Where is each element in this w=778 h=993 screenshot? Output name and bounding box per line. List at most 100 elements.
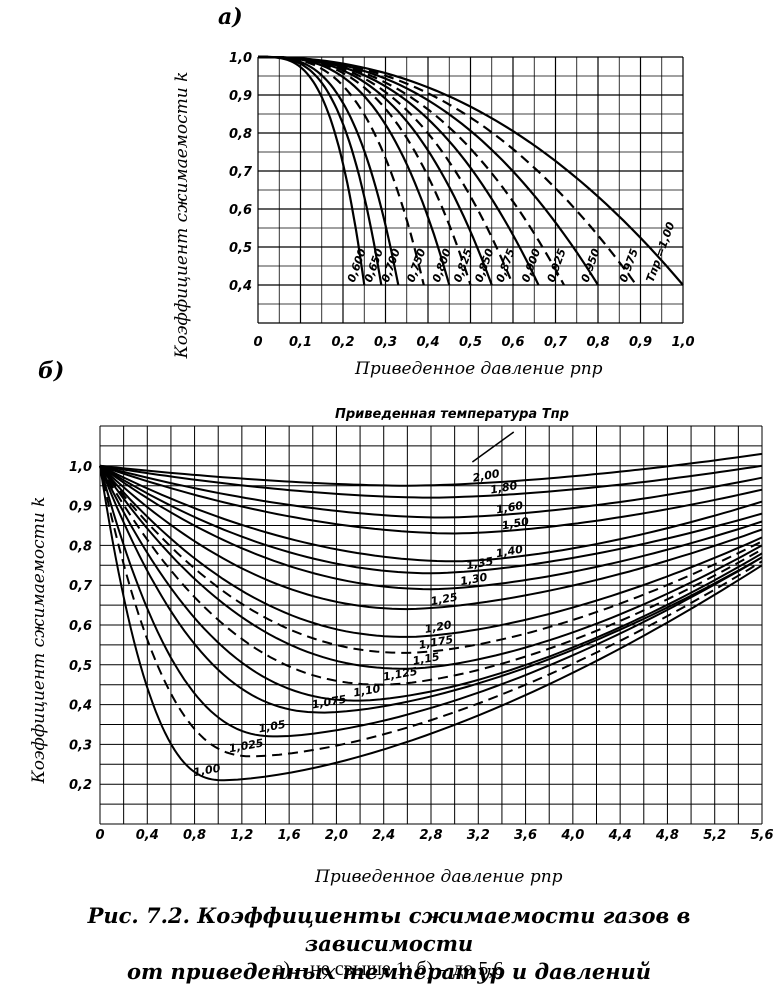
chart-b-xlabel: Приведенное давление pпр [314, 867, 563, 887]
x-tick-label: 2,8 [419, 828, 442, 843]
title-pointer [471, 431, 515, 463]
y-tick-label: 0,5 [229, 241, 252, 256]
x-tick-label: 0,9 [629, 335, 652, 350]
x-tick-label: 0,8 [586, 335, 609, 350]
x-tick-label: 2,4 [372, 828, 395, 843]
x-tick-label: 0,2 [331, 335, 354, 350]
series-line [99, 465, 763, 611]
caption-line-1: Рис. 7.2. Коэффициенты сжимаемости газов… [87, 903, 691, 956]
series-line [258, 55, 425, 286]
y-tick-label: 0,5 [69, 659, 92, 674]
series-line [99, 464, 763, 563]
series-line [99, 452, 763, 487]
y-tick-label: 0,6 [229, 203, 252, 218]
series-line [258, 55, 366, 286]
series-label: 1,10 [352, 682, 381, 700]
series-label: 0,800 [430, 247, 454, 284]
series-line [99, 465, 763, 782]
series-label: 1,20 [424, 618, 453, 636]
x-tick-label: 0,5 [459, 335, 482, 350]
panel-a-label: а) [218, 4, 243, 30]
series-line [99, 465, 763, 738]
series-line [99, 464, 763, 519]
x-tick-label: 0,7 [544, 335, 568, 350]
series-label: 1,35 [465, 555, 494, 573]
chart-canvas: а) 0 0,1 0,2 0,3 0,4 0,5 0,6 0,7 0,8 0,9 1,0 0,4 0,5… [29, 4, 774, 887]
series-label: 1,00 [192, 762, 221, 780]
x-tick-label: 0,4 [136, 828, 159, 843]
x-tick-label: 5,2 [703, 828, 726, 843]
series-line [99, 465, 763, 654]
x-tick-label: 1,2 [230, 828, 253, 843]
y-tick-label: 1,0 [229, 51, 252, 66]
series-label: 1,025 [228, 736, 265, 755]
series-label: 1,05 [258, 718, 287, 736]
series-label: 1,125 [382, 665, 419, 684]
series-label: 1,15 [412, 650, 441, 668]
series-line [99, 464, 763, 591]
series-line [99, 464, 763, 499]
x-tick-label: 0,3 [374, 335, 397, 350]
x-tick-label: 0,1 [289, 335, 312, 350]
y-tick-label: 0,4 [69, 699, 92, 714]
x-tick-label: 4,8 [655, 828, 679, 843]
y-tick-label: 0,7 [229, 165, 253, 180]
y-tick-label: 0,6 [69, 619, 92, 634]
series-line [99, 465, 763, 702]
y-tick-label: 0,9 [229, 89, 252, 104]
series-line [99, 465, 763, 758]
series-line [258, 55, 638, 286]
chart-b-ylabel: Коэффициент сжимаемости k [29, 497, 49, 785]
chart-a: 0 0,1 0,2 0,3 0,4 0,5 0,6 0,7 0,8 0,9 1,0 0,4 0,5 0,6… [229, 51, 695, 350]
figure-subcaption: а) – не свыше 1; б) – до 5,6 [274, 958, 504, 980]
chart-b: 0 0,4 0,8 1,2 1,6 2,0 2,4 2,8 3,2 3,6 4,0 4,4 4,8 5,2… [69, 425, 774, 843]
x-tick-label: 3,6 [514, 828, 537, 843]
chart-a-ylabel: Коэффициент сжимаемости k [172, 72, 192, 360]
x-tick-label: 3,2 [467, 828, 490, 843]
x-tick-label: 0 [95, 828, 104, 843]
series-label: 0,750 [404, 247, 428, 284]
y-tick-label: 0,8 [69, 539, 92, 554]
chart-b-title: Приведенная температура Тпр [335, 407, 569, 422]
series-line [99, 465, 763, 638]
series-label: 0,950 [579, 247, 603, 284]
x-tick-label: 0 [253, 335, 262, 350]
x-tick-label: 1,0 [671, 335, 694, 350]
y-tick-label: 0,9 [69, 500, 92, 515]
y-tick-label: 0,8 [229, 127, 252, 142]
x-tick-label: 2,0 [325, 828, 348, 843]
series-label: 0,850 [472, 247, 496, 284]
series-label: 1,80 [489, 479, 518, 497]
panel-b-label: б) [38, 358, 64, 384]
series-label: 1,25 [430, 590, 459, 608]
series-label: 1,50 [501, 515, 530, 533]
x-tick-label: 1,6 [278, 828, 301, 843]
series-line [258, 55, 515, 286]
series-label: 1,075 [311, 693, 348, 712]
series-line [99, 464, 763, 575]
x-tick-label: 5,6 [750, 828, 773, 843]
series-line [99, 465, 763, 714]
series-label: 0,825 [451, 247, 475, 284]
series-line [99, 465, 763, 686]
caption-line-2: от приведенных температур и давлений [126, 959, 652, 984]
y-tick-label: 0,3 [69, 738, 92, 753]
x-tick-label: 0,6 [501, 335, 524, 350]
figure-caption: Рис. 7.2. Коэффициенты сжимаемости газов… [0, 902, 778, 986]
series-label: 1,175 [418, 633, 455, 652]
series-label: 1,30 [459, 571, 488, 589]
x-tick-label: 0,4 [416, 335, 439, 350]
series-line [99, 465, 763, 670]
series-label: 0,925 [545, 247, 569, 284]
y-tick-label: 0,4 [229, 279, 252, 294]
x-tick-label: 0,8 [183, 828, 206, 843]
series-line [99, 464, 763, 535]
series-label: 2,00 [472, 467, 501, 485]
y-tick-label: 0,7 [69, 579, 93, 594]
x-tick-label: 4,0 [560, 828, 584, 843]
series-label: 1,40 [495, 543, 524, 561]
y-tick-label: 0,2 [69, 778, 92, 793]
x-tick-label: 4,4 [608, 828, 632, 843]
y-tick-label: 1,0 [69, 460, 92, 475]
series-label: 1,60 [495, 499, 524, 517]
